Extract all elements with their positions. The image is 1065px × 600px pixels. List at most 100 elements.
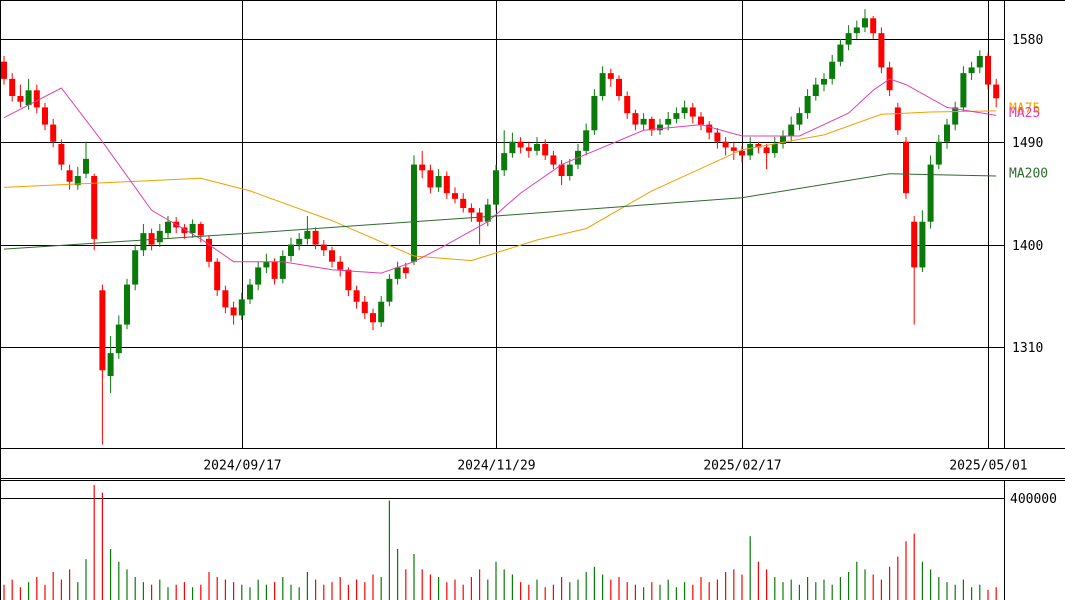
candle-body xyxy=(665,118,672,125)
candle-body xyxy=(829,61,836,79)
candle-body xyxy=(714,132,721,142)
y-tick-label: 1310 xyxy=(1012,341,1043,356)
candle-body xyxy=(460,198,467,208)
candle-body xyxy=(107,353,114,376)
ma-line xyxy=(3,78,997,274)
candle-body xyxy=(17,96,24,102)
candle-body xyxy=(903,141,909,194)
y-tick-label: 1400 xyxy=(1012,239,1043,254)
candle-body xyxy=(378,301,385,323)
x-tick-label: 2025/05/01 xyxy=(949,459,1027,474)
candle-body xyxy=(673,113,680,119)
candle-body xyxy=(206,238,212,262)
candle-body xyxy=(255,267,262,285)
candle-body xyxy=(976,56,983,68)
candle-body xyxy=(165,221,171,234)
candle-body xyxy=(730,147,737,151)
y-tick-label: 1490 xyxy=(1012,136,1043,151)
candle-body xyxy=(419,164,426,171)
candle-body xyxy=(525,147,532,151)
legend-label: MA25 xyxy=(1009,106,1040,121)
candle-body xyxy=(148,233,155,245)
candle-body xyxy=(197,224,204,236)
candle-body xyxy=(648,118,655,131)
candle-body xyxy=(722,141,729,148)
candle-body xyxy=(583,130,590,151)
x-tick-label: 2024/11/29 xyxy=(457,459,535,474)
candle-body xyxy=(132,250,139,285)
candle-body xyxy=(452,193,458,199)
candle-body xyxy=(944,124,950,142)
candle-body xyxy=(771,144,778,154)
candle-body xyxy=(402,267,409,274)
candle-body xyxy=(862,18,868,28)
candle-body xyxy=(345,269,352,291)
candle-body xyxy=(181,227,188,234)
candle-body xyxy=(222,290,229,308)
candle-body xyxy=(911,221,918,268)
candle-body xyxy=(247,284,253,300)
candle-body xyxy=(361,301,368,314)
candle-body xyxy=(927,164,934,222)
candle-body xyxy=(74,176,81,186)
candle-body xyxy=(919,221,926,268)
candle-body xyxy=(985,56,991,85)
legend-label: MA200 xyxy=(1009,167,1048,182)
candle-body xyxy=(83,158,89,174)
candle-body xyxy=(304,230,311,239)
candle-body xyxy=(263,261,270,268)
candle-body xyxy=(804,96,811,114)
candle-body xyxy=(66,170,73,182)
candle-body xyxy=(845,33,852,45)
candle-body xyxy=(9,78,16,96)
candle-body xyxy=(878,33,885,68)
candle-body xyxy=(386,278,393,302)
candle-body xyxy=(25,90,32,106)
y-tick-label: 1580 xyxy=(1012,33,1043,48)
candle-body xyxy=(124,284,130,325)
candle-body xyxy=(763,147,770,154)
candle-body xyxy=(509,141,516,154)
candle-body xyxy=(214,261,221,291)
candle-body xyxy=(99,290,106,371)
candle-body xyxy=(501,153,508,171)
candle-body xyxy=(427,170,434,188)
candle-body xyxy=(607,73,614,79)
candle-body xyxy=(698,116,704,125)
candle-body xyxy=(788,124,795,136)
candle-body xyxy=(706,124,713,133)
candle-body xyxy=(329,250,335,262)
candle-body xyxy=(870,18,877,34)
candle-body xyxy=(681,107,688,114)
candle-body xyxy=(353,290,360,302)
candle-body xyxy=(853,27,860,34)
candle-body xyxy=(33,90,40,108)
ma-line xyxy=(3,110,997,262)
candle-body xyxy=(140,233,147,251)
candle-body xyxy=(296,238,303,245)
candle-body xyxy=(747,144,754,156)
candle-body xyxy=(443,176,450,194)
candle-body xyxy=(968,67,975,74)
candle-body xyxy=(493,170,499,205)
candle-body xyxy=(960,73,967,108)
candle-body xyxy=(591,96,598,131)
candle-body xyxy=(468,208,475,213)
candle-body xyxy=(689,107,696,117)
candle-body xyxy=(288,244,294,256)
candle-body xyxy=(640,118,647,125)
candle-body xyxy=(484,204,491,222)
candle-body xyxy=(796,113,803,125)
candle-body xyxy=(837,44,844,62)
candle-body xyxy=(812,84,819,96)
legend-label: MA75 xyxy=(1009,101,1040,116)
candle-body xyxy=(935,141,942,165)
candle-body xyxy=(230,307,237,316)
candle-body xyxy=(821,78,827,85)
candle-body xyxy=(566,164,573,176)
candle-body xyxy=(517,141,524,148)
x-tick-label: 2024/09/17 xyxy=(203,459,281,474)
candle-body xyxy=(115,324,122,354)
ma-line xyxy=(3,173,997,250)
